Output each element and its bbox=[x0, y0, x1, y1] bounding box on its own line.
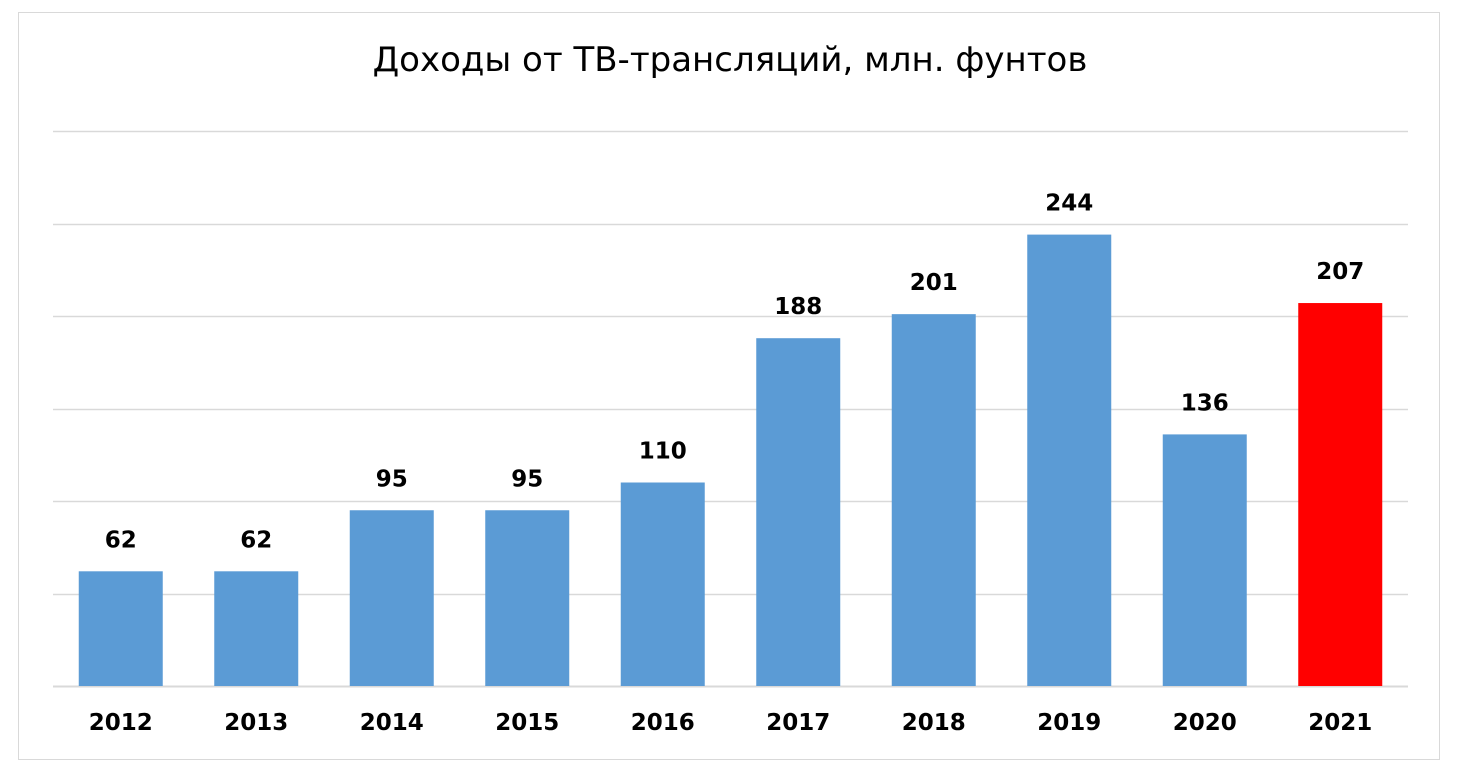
bar-2014 bbox=[349, 510, 434, 686]
x-tick-label-2012: 2012 bbox=[89, 710, 153, 736]
data-label-2017: 188 bbox=[774, 294, 822, 320]
data-label-2021: 207 bbox=[1316, 259, 1364, 285]
data-label-2020: 136 bbox=[1181, 390, 1229, 416]
data-label-2013: 62 bbox=[240, 527, 272, 553]
x-tick-label-2015: 2015 bbox=[495, 710, 559, 736]
bar-2020 bbox=[1162, 434, 1247, 686]
data-label-2012: 62 bbox=[105, 527, 137, 553]
x-tick-label-2018: 2018 bbox=[902, 710, 966, 736]
data-label-2019: 244 bbox=[1045, 191, 1093, 217]
data-label-2015: 95 bbox=[511, 466, 543, 492]
bar-2012 bbox=[78, 571, 163, 686]
x-tick-label-2019: 2019 bbox=[1037, 710, 1101, 736]
data-label-2014: 95 bbox=[376, 466, 408, 492]
bar-2021 bbox=[1298, 303, 1383, 686]
x-tick-label-2013: 2013 bbox=[224, 710, 288, 736]
x-axis-tick-labels: 2012 2013 2014 2015 2016 2017 2018 2019 2020 2021 bbox=[89, 710, 1373, 736]
bar-2017 bbox=[756, 338, 841, 686]
data-labels: 62 62 95 95 110 188 201 244 136 207 bbox=[105, 191, 1365, 554]
bar-2015 bbox=[485, 510, 570, 686]
bar-2019 bbox=[1027, 234, 1112, 686]
bars bbox=[78, 234, 1383, 686]
bar-2018 bbox=[891, 314, 976, 686]
data-label-2018: 201 bbox=[910, 270, 958, 296]
x-tick-label-2016: 2016 bbox=[631, 710, 695, 736]
x-tick-label-2021: 2021 bbox=[1308, 710, 1372, 736]
x-tick-label-2017: 2017 bbox=[766, 710, 830, 736]
chart-title: Доходы от ТВ-трансляций, млн. фунтов bbox=[372, 40, 1088, 80]
x-tick-label-2014: 2014 bbox=[360, 710, 424, 736]
x-tick-label-2020: 2020 bbox=[1173, 710, 1237, 736]
data-label-2016: 110 bbox=[639, 439, 687, 465]
bar-2016 bbox=[620, 482, 705, 686]
bar-2013 bbox=[214, 571, 299, 686]
